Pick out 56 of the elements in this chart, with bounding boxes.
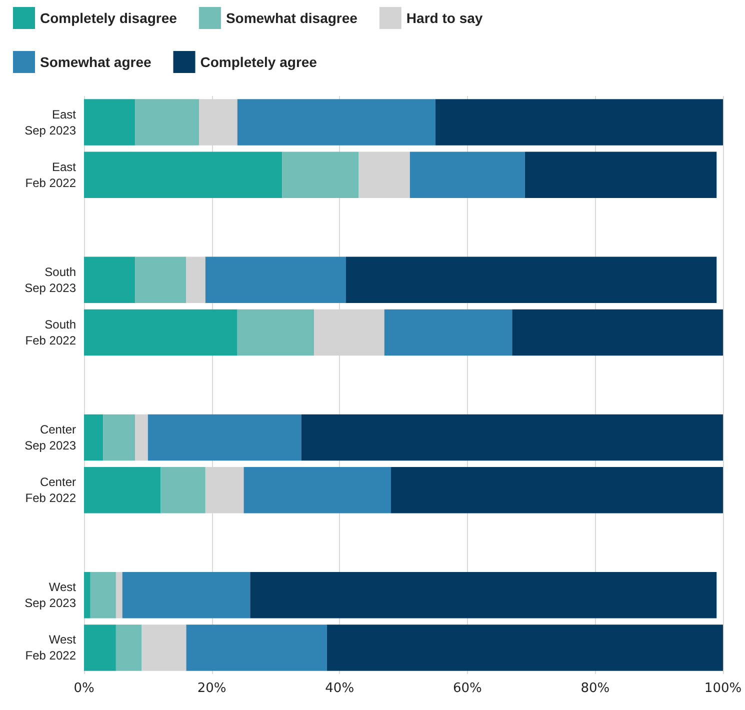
bar	[186, 256, 206, 304]
x-tick-label: 20%	[197, 681, 226, 696]
bar	[84, 256, 136, 304]
bar	[84, 414, 104, 461]
bar	[186, 624, 327, 671]
bar	[135, 414, 148, 461]
bar	[148, 414, 302, 461]
bar	[90, 572, 116, 618]
legend-label: Completely agree	[200, 54, 318, 70]
y-tick-label: Center Sep 2023	[24, 422, 76, 453]
bar	[116, 624, 142, 671]
legend-label: Somewhat disagree	[226, 10, 358, 26]
bar	[301, 414, 723, 461]
bar	[84, 152, 282, 198]
bar	[384, 309, 512, 356]
bar	[84, 309, 238, 356]
y-tick-label: West Feb 2022	[25, 632, 77, 663]
bar	[524, 152, 717, 198]
bar	[84, 466, 161, 514]
bar	[244, 466, 391, 514]
bar	[237, 309, 314, 356]
y-tick-label: East Sep 2023	[24, 107, 77, 138]
bar	[205, 256, 346, 304]
bar	[282, 152, 359, 198]
bar	[250, 572, 717, 618]
y-tick-label: South Sep 2023	[24, 264, 76, 295]
bar	[435, 99, 723, 146]
x-tick-label: 80%	[580, 681, 610, 696]
bar	[237, 99, 436, 146]
y-tick-label: South Feb 2022	[25, 317, 76, 348]
bar	[512, 309, 723, 356]
x-tick-label: 40%	[325, 681, 354, 696]
legend-label: Completely disagree	[40, 10, 178, 26]
x-tick-label: 0%	[74, 681, 94, 696]
legend-label: Hard to say	[406, 10, 483, 26]
bar	[358, 152, 410, 198]
bar	[84, 572, 90, 618]
bar	[410, 152, 525, 198]
bar	[142, 624, 186, 671]
y-tick-label: Center Feb 2022	[25, 475, 76, 506]
bar	[122, 572, 250, 618]
y-tick-label: East Feb 2022	[25, 160, 77, 190]
bar	[103, 414, 136, 461]
bar	[346, 256, 717, 304]
bar	[135, 99, 200, 146]
bar	[390, 466, 723, 514]
y-tick-label: West Sep 2023	[24, 580, 77, 610]
bar	[84, 624, 116, 671]
legend-label: Somewhat agree	[40, 54, 152, 70]
bar	[84, 99, 136, 146]
x-tick-label: 100%	[704, 681, 742, 696]
bar	[160, 466, 206, 514]
bar	[135, 256, 186, 304]
bar	[326, 624, 723, 671]
bar	[116, 572, 122, 618]
x-tick-label: 60%	[452, 681, 482, 696]
